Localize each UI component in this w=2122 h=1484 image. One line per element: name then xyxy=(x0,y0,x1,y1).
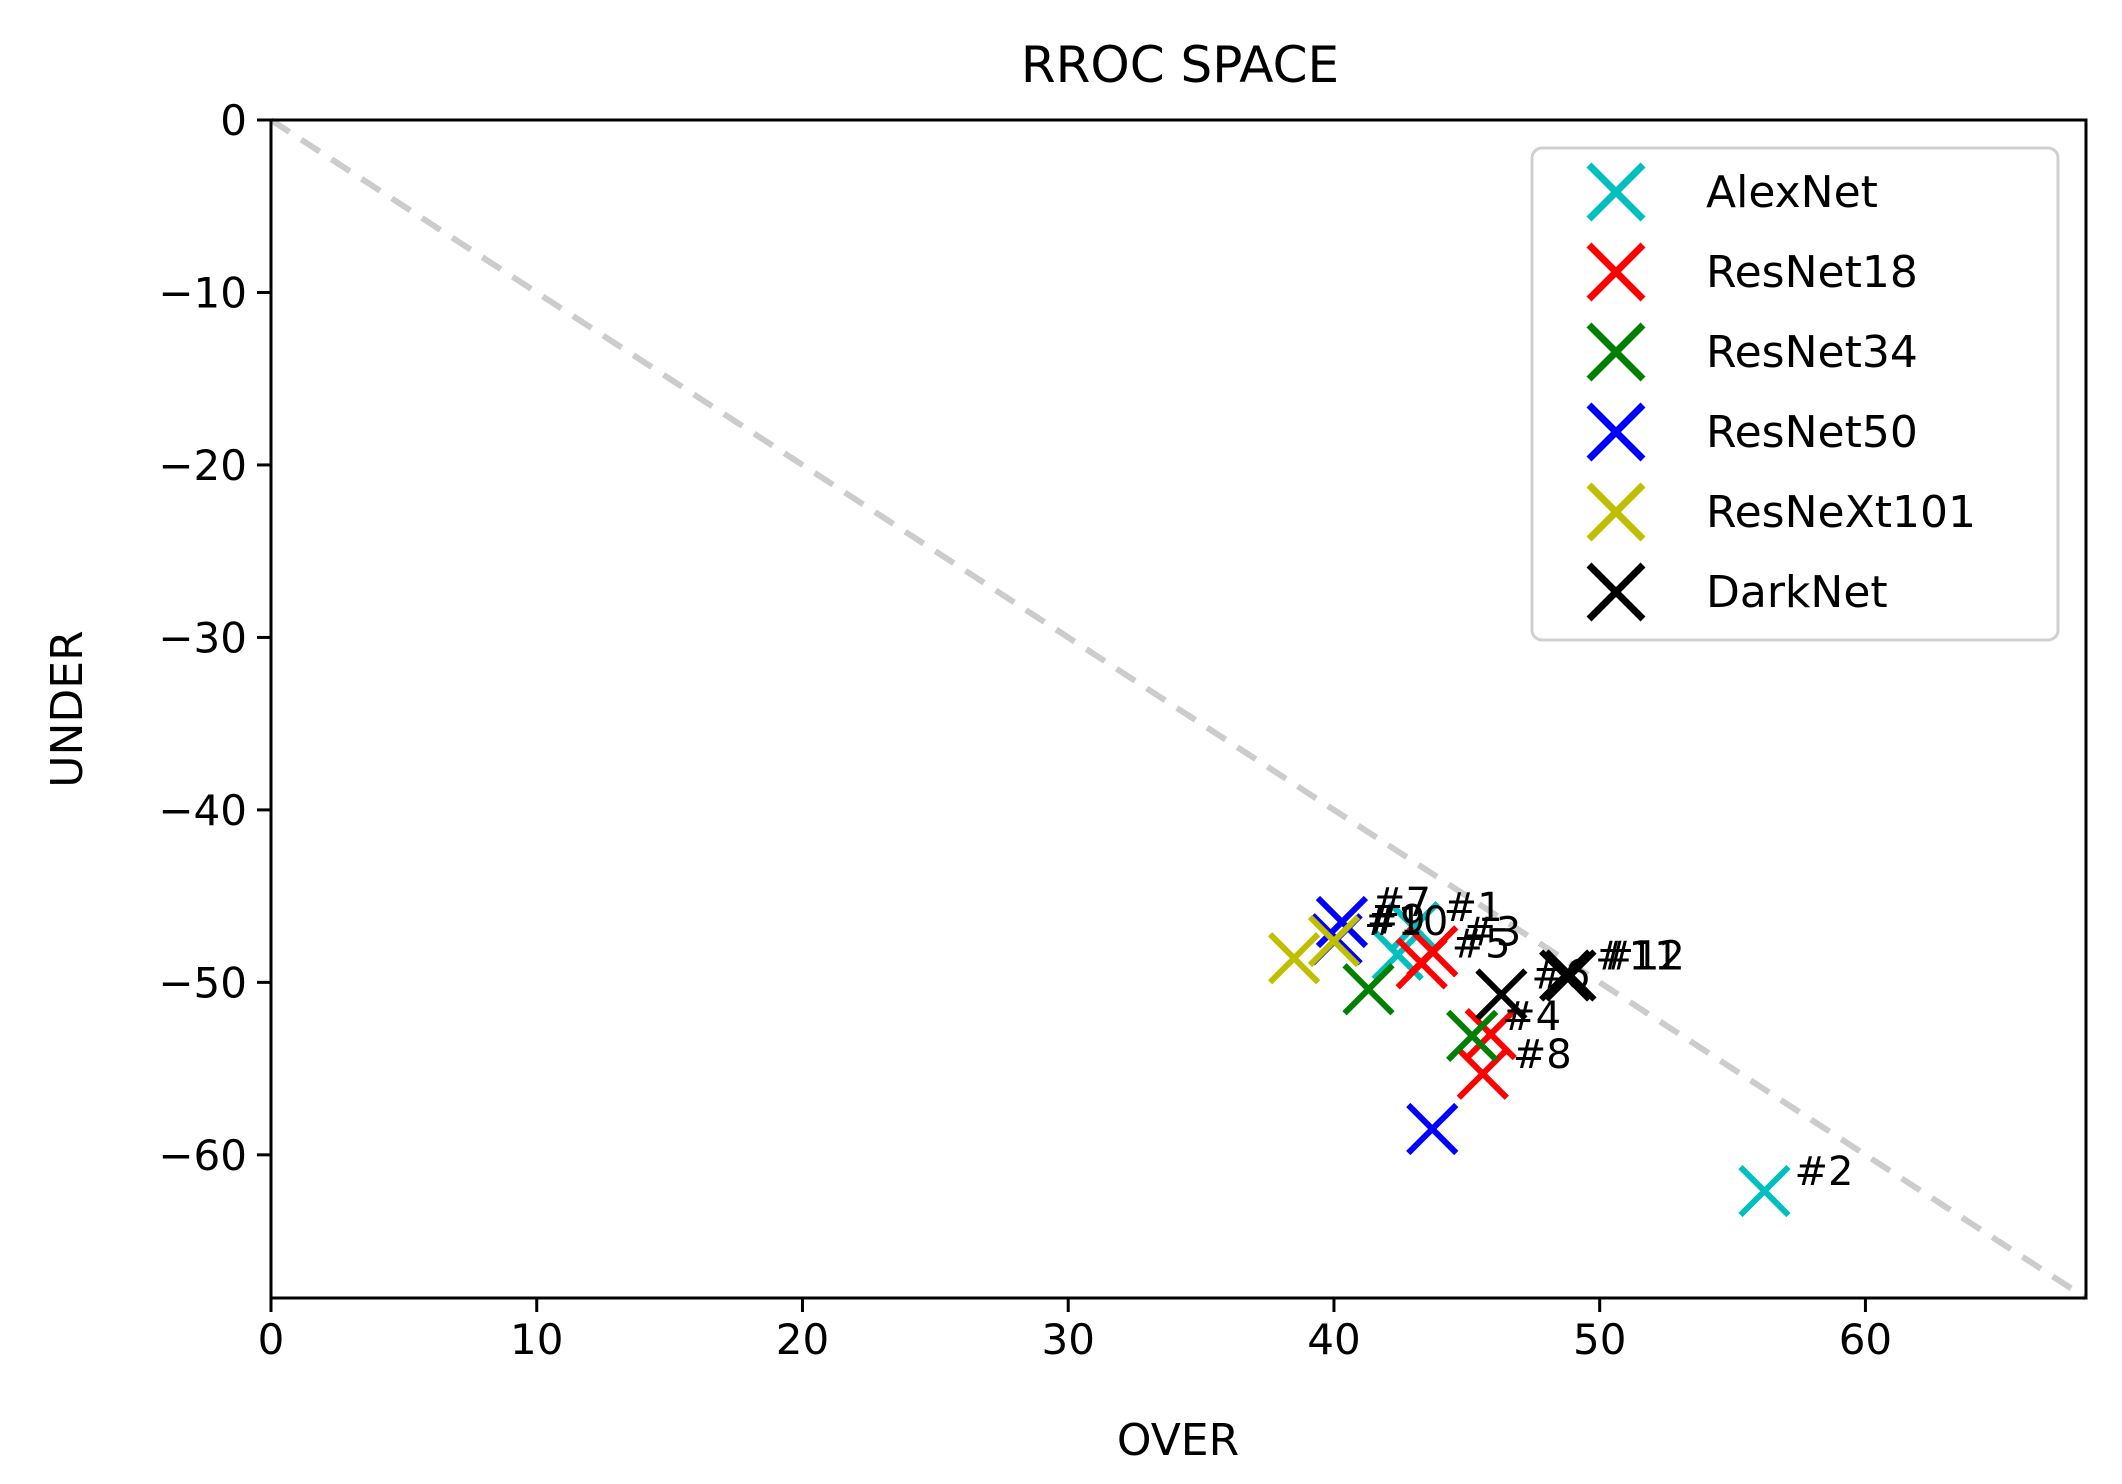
reference-diagonal-line xyxy=(269,117,2088,1301)
legend-label-darknet: DarkNet xyxy=(1706,567,1888,618)
point-annotation: #4 xyxy=(1502,994,1561,1040)
data-point-alexnet xyxy=(1738,1164,1791,1218)
legend-label-resnext101: ResNeXt101 xyxy=(1706,487,1976,538)
legend-box xyxy=(1530,146,2060,642)
y-axis: 0 −10 −20 −30 −40 −50 −60 xyxy=(158,96,271,1180)
legend-marker-resnet34 xyxy=(1586,322,1646,382)
x-tick-label: 20 xyxy=(776,1315,829,1364)
x-tick-label: 40 xyxy=(1307,1315,1360,1364)
data-point-resnet50 xyxy=(1406,1102,1459,1156)
point-annotation: #8 xyxy=(1513,1032,1572,1078)
point-annotation: #7 xyxy=(1372,880,1431,926)
data-point-resnet50 xyxy=(1315,895,1369,949)
y-axis-label: UNDER xyxy=(42,630,93,787)
point-annotation: #2 xyxy=(1794,1149,1853,1195)
plot-area: #1 #2 #3#5 #8#4 #7#9#10 #6 #11#12 xyxy=(269,117,2088,1301)
point-annotation: #11 xyxy=(1595,933,1679,979)
data-point-resnet18 xyxy=(1395,937,1448,990)
data-point-darknet xyxy=(1544,949,1597,1002)
legend-label-resnet18: ResNet18 xyxy=(1706,247,1918,298)
legend-label-resnet50: ResNet50 xyxy=(1706,407,1918,458)
chart-title: RROC SPACE xyxy=(1021,36,1339,94)
point-annotation: #3 xyxy=(1462,909,1521,955)
legend-marker-resnet50 xyxy=(1586,402,1646,462)
y-tick-label: −20 xyxy=(158,441,247,490)
legend: AlexNet ResNet18 ResNet34 ResNet50 ResNeXt10… xyxy=(1530,146,2060,642)
x-axis: 0 10 20 30 40 50 60 xyxy=(258,1298,1892,1364)
x-tick-label: 10 xyxy=(510,1315,563,1364)
x-tick-label: 30 xyxy=(1041,1315,1094,1364)
y-tick-label: −30 xyxy=(158,613,247,662)
point-annotation: #6 xyxy=(1531,952,1590,998)
x-tick-label: 0 xyxy=(258,1315,285,1364)
y-tick-label: −50 xyxy=(158,958,247,1007)
data-point-resnext101 xyxy=(1267,932,1321,985)
y-tick-label: −10 xyxy=(158,268,247,317)
y-tick-label: 0 xyxy=(220,96,247,145)
y-tick-label: −60 xyxy=(158,1131,247,1180)
data-point-resnext101 xyxy=(1307,914,1361,968)
legend-label-alexnet: AlexNet xyxy=(1706,167,1878,218)
point-annotation: #12 xyxy=(1600,933,1684,979)
data-point-resnet34 xyxy=(1446,1009,1499,1062)
legend-marker-darknet xyxy=(1586,562,1646,622)
y-tick-label: −40 xyxy=(158,786,247,835)
data-point-darknet xyxy=(1475,968,1528,1021)
plot-frame xyxy=(269,118,2088,1300)
legend-marker-resnext101 xyxy=(1586,482,1646,542)
data-point-resnet18 xyxy=(1464,1007,1517,1061)
x-tick-label: 60 xyxy=(1839,1315,1892,1364)
point-annotation: #5 xyxy=(1452,921,1511,967)
data-point-darknet xyxy=(1539,949,1592,1002)
legend-label-resnet34: ResNet34 xyxy=(1706,327,1918,378)
data-point-resnet34 xyxy=(1342,963,1395,1016)
point-annotation: #1 xyxy=(1444,885,1503,931)
legend-marker-alexnet xyxy=(1586,162,1646,222)
point-annotation: #9 xyxy=(1367,897,1426,943)
x-axis-label: OVER xyxy=(1117,1415,1239,1466)
point-annotation: #10 xyxy=(1364,899,1448,945)
legend-marker-resnet18 xyxy=(1586,242,1646,302)
x-tick-label: 50 xyxy=(1573,1315,1626,1364)
